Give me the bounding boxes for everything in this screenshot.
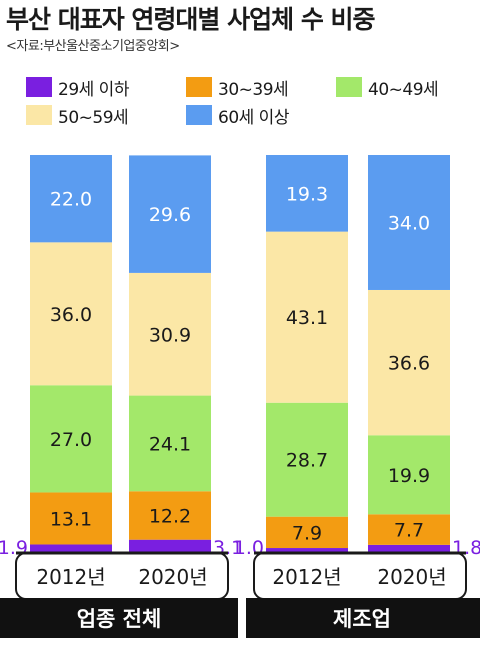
legend-label-50s: 50~59세: [58, 107, 129, 128]
legend-swatch-40s: [336, 77, 362, 97]
bar-segment-50s-2: [266, 231, 348, 403]
value-label-40s-0: 27.0: [50, 429, 92, 451]
chart-title: 부산 대표자 연령대별 사업체 수 비중: [6, 5, 376, 34]
bar-segment-30s-2: [266, 516, 348, 549]
value-label-group: 1.913.127.036.022.03.112.224.130.929.61.…: [0, 183, 480, 559]
category-label-2020-all: 2020년: [138, 565, 207, 589]
value-label-40s-3: 19.9: [388, 465, 430, 487]
value-label-30s-3: 7.7: [394, 520, 424, 542]
bar-segment-60-plus-0: [30, 155, 112, 243]
chart-source: <자료:부산울산중소기업중앙회>: [6, 39, 180, 54]
legend-item-50s: 50~59세: [26, 104, 129, 128]
legend-item-40s: 40~49세: [336, 76, 439, 100]
value-label-60-plus-2: 19.3: [286, 183, 328, 205]
legend-item-under-29: 29세 이하: [26, 76, 129, 100]
bar-segment-60-plus-2: [266, 155, 348, 232]
bar-segment-under-29-1: [129, 539, 211, 552]
legend-label-40s: 40~49세: [368, 79, 439, 100]
legend-label-30s: 30~39세: [218, 79, 289, 100]
bar-segment-30s-1: [129, 491, 211, 540]
legend-swatch-60-plus: [186, 105, 212, 125]
value-label-30s-2: 7.9: [292, 522, 322, 544]
bar-segment-60-plus-1: [129, 155, 211, 273]
value-label-50s-1: 30.9: [149, 324, 191, 346]
bar-segment-under-29-2: [266, 548, 348, 552]
bar-segment-40s-0: [30, 385, 112, 493]
group-label-manufacturing: 제조업: [333, 607, 391, 631]
legend-swatch-50s: [26, 105, 52, 125]
legend-item-60-plus: 60세 이상: [186, 104, 289, 128]
value-label-60-plus-3: 34.0: [388, 212, 430, 234]
group-band-all-industries: [0, 598, 238, 638]
bar-segment-40s-3: [368, 435, 450, 515]
bar-segment-40s-2: [266, 402, 348, 517]
category-label-2012-mfg: 2012년: [272, 565, 341, 589]
bar-group: [30, 155, 450, 552]
group-band-manufacturing: [246, 598, 480, 638]
value-label-40s-2: 28.7: [286, 450, 328, 472]
value-label-60-plus-1: 29.6: [149, 204, 191, 226]
value-label-50s-3: 36.6: [388, 353, 430, 375]
bar-segment-under-29-3: [368, 544, 450, 552]
bar-segment-50s-3: [368, 289, 450, 436]
bar-segment-40s-1: [129, 395, 211, 492]
legend-item-30s: 30~39세: [186, 76, 289, 100]
value-label-50s-2: 43.1: [286, 307, 328, 329]
value-label-50s-0: 36.0: [50, 304, 92, 326]
legend-label-60-plus: 60세 이상: [218, 107, 289, 128]
category-axis: 2012년 2020년 2012년 2020년 업종 전체 제조업: [0, 551, 480, 638]
category-label-2020-mfg: 2020년: [377, 565, 446, 589]
value-label-30s-0: 13.1: [50, 508, 92, 530]
bar-segment-50s-1: [129, 272, 211, 396]
category-label-2012-all: 2012년: [36, 565, 105, 589]
legend-swatch-30s: [186, 77, 212, 97]
legend-swatch-under-29: [26, 77, 52, 97]
bar-segment-under-29-0: [30, 544, 112, 552]
bar-segment-50s-0: [30, 242, 112, 386]
value-label-30s-1: 12.2: [149, 505, 191, 527]
bar-segment-30s-0: [30, 492, 112, 545]
value-label-60-plus-0: 22.0: [50, 189, 92, 211]
bar-segment-60-plus-3: [368, 155, 450, 290]
legend-label-under-29: 29세 이하: [58, 79, 129, 100]
value-label-40s-1: 24.1: [149, 433, 191, 455]
bar-segment-30s-3: [368, 514, 450, 545]
group-label-all-industries: 업종 전체: [77, 607, 162, 631]
